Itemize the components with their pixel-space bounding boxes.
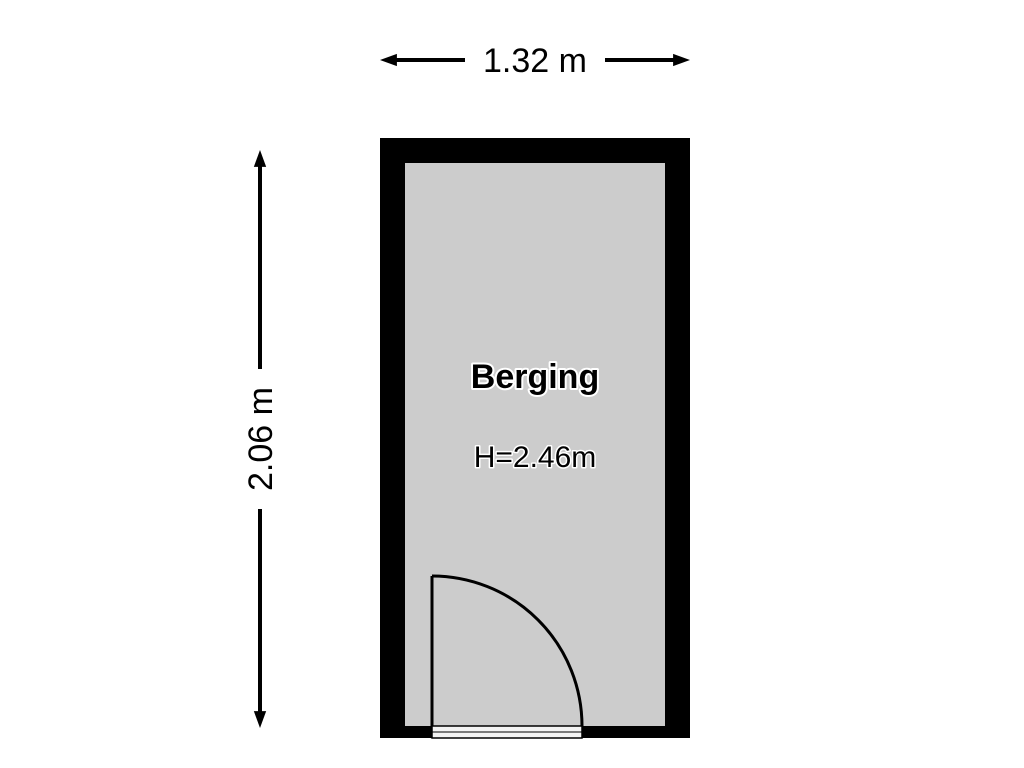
dimension-height-label: 2.06 m xyxy=(242,387,280,491)
dimension-width: 1.32 m xyxy=(380,42,690,80)
dimension-height: 2.06 m xyxy=(242,150,280,728)
floorplan-canvas: Berging H=2.46m 1.32 m 2.06 m xyxy=(0,0,1024,768)
dimension-width-label: 1.32 m xyxy=(483,42,587,80)
room: Berging H=2.46m xyxy=(380,138,690,738)
room-height-label: H=2.46m xyxy=(474,441,597,474)
room-name: Berging xyxy=(471,358,599,396)
